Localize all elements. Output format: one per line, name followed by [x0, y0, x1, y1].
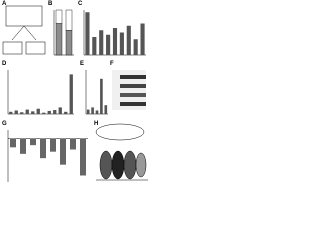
- bar: [100, 78, 103, 114]
- bar: [10, 138, 16, 148]
- band: [120, 75, 146, 79]
- bar-segment: [65, 30, 73, 56]
- bar: [9, 111, 13, 114]
- bar: [50, 138, 56, 152]
- bar: [36, 108, 40, 114]
- box: [2, 41, 23, 55]
- bar: [92, 37, 97, 55]
- bar-segment: [65, 9, 73, 31]
- bar-segment: [55, 9, 63, 24]
- panel-f-blot: [112, 70, 146, 110]
- bar: [14, 110, 18, 114]
- panel-letter: C: [78, 1, 83, 7]
- panel-letter: G: [2, 121, 7, 127]
- bar: [60, 138, 66, 165]
- bar: [25, 109, 29, 114]
- bar: [140, 23, 145, 55]
- arrow: [23, 25, 37, 41]
- bar: [91, 107, 94, 114]
- cell: [123, 150, 137, 180]
- band: [120, 84, 146, 88]
- bar: [95, 110, 99, 114]
- bar: [80, 138, 86, 176]
- bar: [47, 110, 51, 114]
- arrow: [11, 25, 25, 41]
- bar: [20, 138, 26, 154]
- panel-a-diagram: [2, 5, 46, 55]
- bar: [99, 30, 104, 55]
- bar: [126, 25, 131, 55]
- bar: [85, 12, 90, 55]
- bar: [86, 109, 90, 114]
- band: [120, 93, 146, 97]
- bar: [64, 111, 68, 114]
- panel-letter: F: [110, 61, 114, 67]
- bar: [119, 32, 124, 55]
- cell: [99, 150, 113, 180]
- bar: [40, 138, 46, 159]
- bar: [31, 111, 35, 114]
- panel-letter: A: [2, 1, 7, 7]
- bar: [30, 138, 36, 146]
- box: [5, 5, 43, 27]
- bar: [69, 74, 73, 114]
- cell: [135, 152, 147, 178]
- band: [120, 102, 146, 106]
- bar: [53, 110, 57, 114]
- bar: [106, 34, 111, 55]
- panel-letter: D: [2, 61, 7, 67]
- bar: [20, 112, 24, 114]
- figure: A B C D E F G H: [2, 1, 148, 182]
- panel-letter: B: [48, 1, 53, 7]
- bar: [112, 28, 118, 55]
- bubble: [95, 123, 145, 141]
- bar: [58, 107, 62, 114]
- panel-h-diagram: [95, 123, 148, 181]
- bar-segment: [55, 23, 63, 56]
- bar: [104, 105, 108, 114]
- bar: [133, 39, 138, 55]
- cell: [111, 150, 125, 180]
- bar: [70, 138, 76, 150]
- panel-letter: E: [80, 61, 84, 67]
- panel-letter: H: [94, 121, 98, 127]
- bar: [42, 112, 46, 114]
- box: [25, 41, 46, 55]
